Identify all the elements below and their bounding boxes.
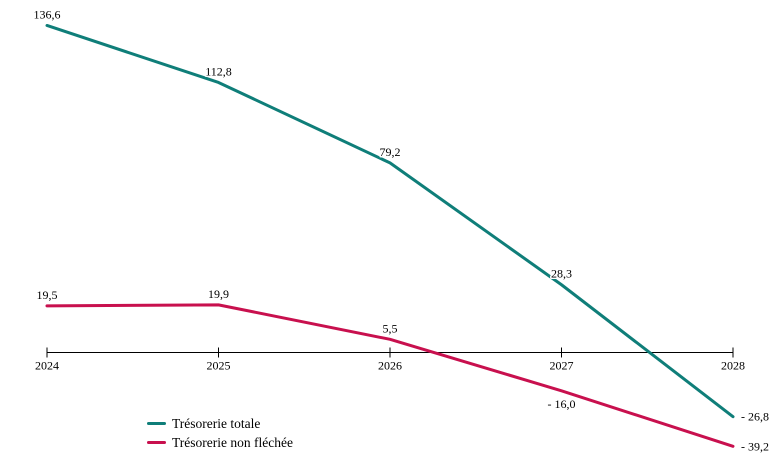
- legend: Trésorerie totale Trésorerie non fléchée: [147, 416, 293, 450]
- legend-line-swatch-teal: [147, 422, 166, 425]
- legend-line-swatch-crimson: [147, 441, 166, 444]
- x-tick-label: 2024: [35, 359, 59, 373]
- legend-label: Trésorerie totale: [172, 415, 261, 431]
- data-label: - 39,2: [741, 439, 769, 453]
- legend-item-tresorerie-totale: Trésorerie totale: [147, 416, 293, 431]
- x-tick-label: 2027: [550, 359, 574, 373]
- data-label: 112,8: [205, 64, 232, 78]
- series-lines: [45, 23, 735, 448]
- data-label: 5,5: [383, 321, 398, 335]
- data-label: 19,9: [208, 287, 229, 301]
- data-label: - 26,8: [741, 410, 769, 424]
- x-tick-label: 2026: [378, 359, 402, 373]
- data-label: 79,2: [380, 145, 401, 159]
- legend-label: Trésorerie non fléchée: [172, 434, 293, 450]
- data-label: 19,5: [37, 288, 58, 302]
- data-label: 136,6: [34, 7, 61, 21]
- x-tick-labels: 2024 2025 2026 2027 2028: [35, 359, 745, 373]
- x-tick-label: 2028: [721, 359, 745, 373]
- x-axis: [46, 347, 734, 358]
- data-labels: 136,6 112,8 79,2 28,3 - 26,8 19,5 19,9 5,5 - 16,…: [32, 6, 771, 455]
- x-tick-label: 2025: [207, 359, 231, 373]
- legend-item-tresorerie-non-flechee: Trésorerie non fléchée: [147, 435, 293, 450]
- data-label: - 16,0: [548, 397, 576, 411]
- data-label: 28,3: [551, 267, 572, 281]
- series-line-0: [45, 23, 735, 419]
- series-line-1: [45, 303, 735, 448]
